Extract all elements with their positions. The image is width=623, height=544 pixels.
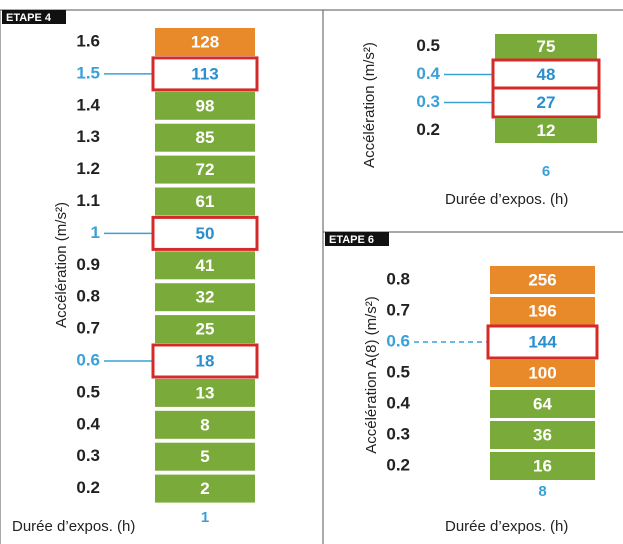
y-axis-label: Accélération A(8) (m/s²)	[363, 296, 380, 454]
cell-value: 12	[537, 121, 556, 140]
cell-value: 48	[537, 65, 556, 84]
cell	[155, 283, 255, 312]
cell	[155, 442, 255, 471]
cell-highlight	[151, 56, 259, 92]
cell-value: 32	[196, 288, 215, 307]
cell	[155, 251, 255, 280]
row-label: 1.3	[76, 127, 100, 146]
cell	[155, 28, 255, 56]
step-badge	[2, 10, 66, 24]
cell	[155, 474, 255, 503]
row-label: 0.3	[386, 424, 410, 443]
cell	[155, 91, 255, 120]
row-label: 0.2	[76, 478, 100, 497]
cell	[155, 155, 255, 184]
x-value: 8	[538, 483, 546, 500]
cell-highlight	[151, 343, 259, 379]
cell-value: 27	[537, 93, 556, 112]
row-label: 1.1	[76, 191, 100, 210]
cell	[490, 359, 595, 387]
x-axis-label: Durée d’expos. (h)	[12, 518, 135, 535]
cell-value: 98	[196, 96, 215, 115]
cell	[490, 266, 595, 294]
cell	[155, 187, 255, 216]
cell	[155, 378, 255, 407]
cell-value: 16	[533, 456, 552, 475]
cell-value: 50	[196, 224, 215, 243]
cell	[155, 410, 255, 439]
cell-value: 2	[200, 479, 209, 498]
cell-value: 36	[533, 425, 552, 444]
cell-value: 8	[200, 415, 209, 434]
x-value: 1	[201, 509, 209, 526]
row-label: 0.7	[386, 300, 410, 319]
row-label: 0.9	[76, 255, 100, 274]
cell-value: 85	[196, 128, 215, 147]
y-axis-label: Accélération (m/s²)	[361, 42, 378, 168]
cell-highlight	[151, 215, 259, 251]
cell	[490, 297, 595, 325]
row-label: 1.2	[76, 159, 100, 178]
step-label: ETAPE 4	[6, 12, 52, 24]
row-label: 0.4	[386, 393, 410, 412]
row-label: 0.2	[416, 120, 440, 139]
row-label: 1	[91, 223, 100, 242]
x-axis-label: Durée d’expos. (h)	[445, 191, 568, 208]
cell-value: 128	[191, 32, 219, 51]
row-label: 1.5	[76, 63, 100, 82]
y-axis-label: Accélération (m/s²)	[53, 202, 70, 328]
cell-value: 144	[528, 332, 557, 351]
cell	[495, 118, 597, 143]
row-label: 0.7	[76, 319, 100, 338]
step-label: ETAPE 6	[329, 234, 374, 246]
cell-value: 5	[200, 447, 209, 466]
cell-value: 18	[196, 351, 215, 370]
x-value: 6	[542, 163, 550, 180]
row-label: 0.5	[76, 382, 100, 401]
step-badge	[325, 232, 389, 246]
cell-highlight	[486, 324, 599, 360]
row-label: 0.5	[416, 36, 440, 55]
cell-value: 256	[528, 270, 556, 289]
row-label: 0.6	[76, 350, 100, 369]
cell-highlight	[491, 86, 601, 119]
cell-value: 72	[196, 160, 215, 179]
row-label: 0.8	[386, 269, 410, 288]
x-axis-label: Durée d’expos. (h)	[445, 518, 568, 535]
row-label: 0.2	[386, 455, 410, 474]
cell-value: 196	[528, 301, 556, 320]
cell-value: 41	[196, 256, 215, 275]
cell	[490, 421, 595, 449]
cell	[490, 452, 595, 480]
cell-value: 75	[537, 37, 556, 56]
cell-value: 64	[533, 394, 552, 413]
row-label: 0.8	[76, 287, 100, 306]
cell	[495, 34, 597, 59]
row-label: 0.5	[386, 362, 410, 381]
cell-value: 25	[196, 320, 215, 339]
cell-value: 113	[191, 64, 218, 83]
row-label: 0.4	[416, 64, 440, 83]
cell	[490, 390, 595, 418]
row-label: 0.4	[76, 414, 100, 433]
cell	[155, 315, 255, 344]
row-label: 1.6	[76, 31, 100, 50]
cell-value: 13	[196, 383, 215, 402]
cell-value: 100	[528, 363, 556, 382]
row-label: 0.6	[386, 331, 410, 350]
row-label: 1.4	[76, 95, 100, 114]
cell	[155, 123, 255, 152]
row-label: 0.3	[416, 92, 440, 111]
cell-value: 61	[196, 192, 215, 211]
row-label: 0.3	[76, 446, 100, 465]
